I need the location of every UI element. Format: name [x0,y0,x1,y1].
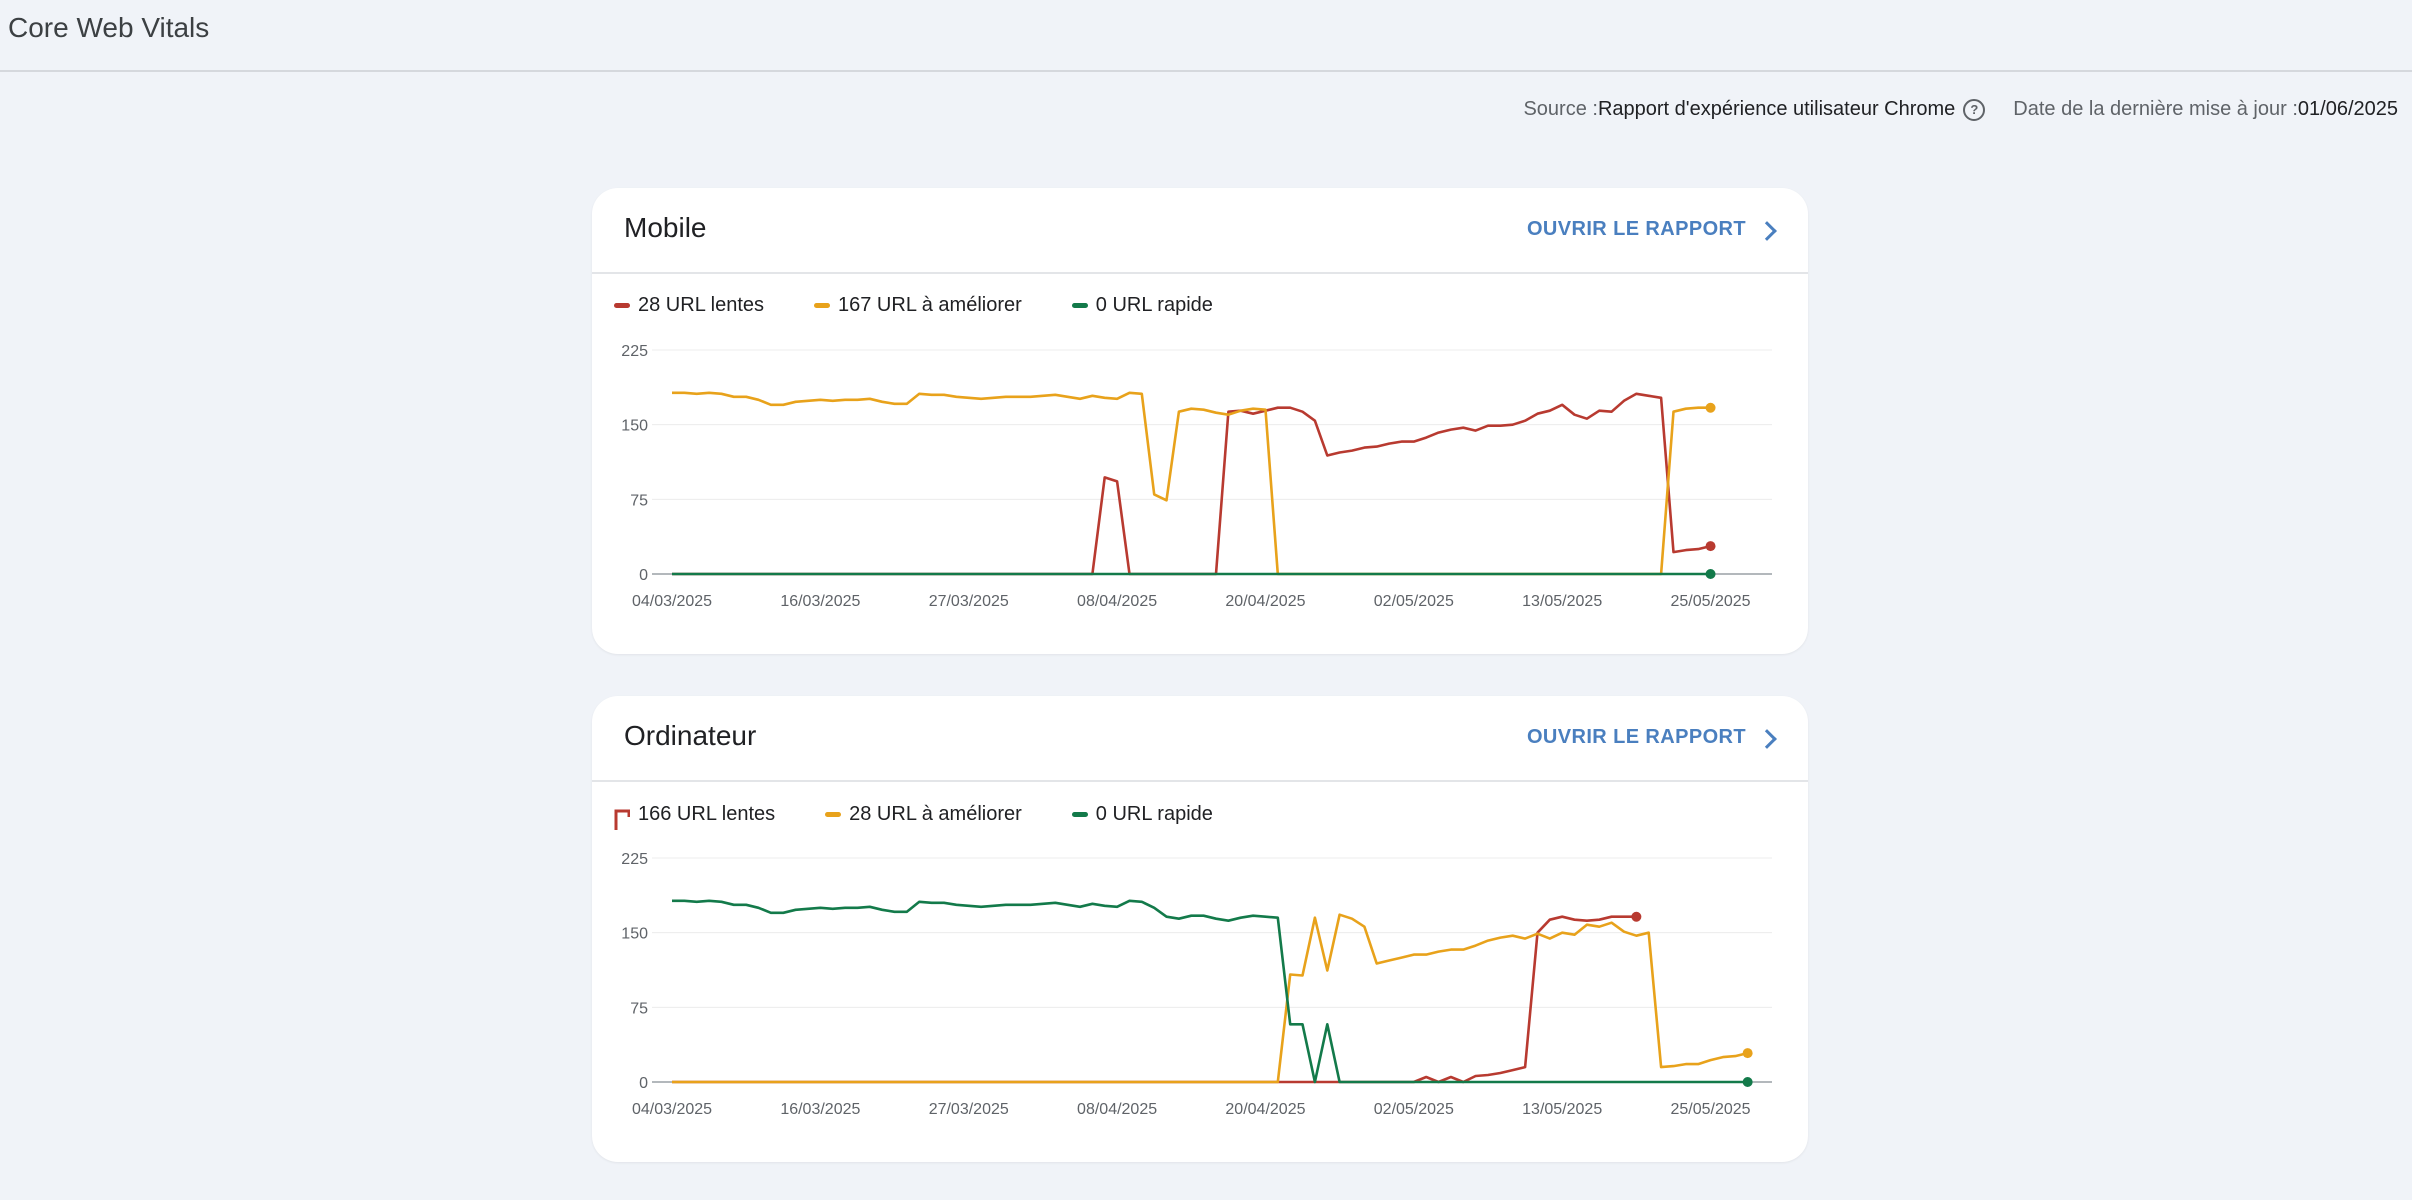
y-tick-label: 75 [630,1000,648,1017]
mobile-line-chart: 0 75 150 225 04/03/2025 16/03/2025 27/03/2025 0… [621,343,1772,610]
x-tick-label: 13/05/2025 [1522,593,1602,610]
open-report-button[interactable]: OUVRIR LE RAPPORT [1526,726,1777,749]
flag-icon [614,809,630,830]
series-line-fast [672,899,1748,1084]
series-endpoint-slow [1705,541,1716,552]
legend-item-improve[interactable]: 167 URL à améliorer [814,294,1022,317]
legend-swatch-fast [1071,303,1088,308]
top-bar: Core Web Vitals [0,0,2412,72]
x-tick-label: 16/03/2025 [780,593,860,610]
legend-label: 166 URL lentes [638,802,776,825]
legend-item-fast[interactable]: 0 URL rapide [1071,802,1213,826]
page-title: Core Web Vitals [8,12,210,43]
card-title: Mobile [624,212,707,243]
desktop-line-chart: 0 75 150 225 04/03/2025 16/03/2025 27/03/2025 0… [621,851,1772,1118]
series-line-improve [672,913,1748,1084]
series-endpoint-fast [1742,1077,1753,1087]
series-endpoint-improve [1742,1048,1753,1059]
legend-item-improve[interactable]: 28 URL à améliorer [825,803,1022,826]
open-report-button[interactable]: OUVRIR LE RAPPORT [1526,218,1777,241]
x-tick-label: 25/05/2025 [1671,1101,1751,1118]
legend-swatch-improve [825,811,842,817]
legend-item-slow[interactable]: 166 URL lentes [614,802,776,830]
desktop-card: Ordinateur OUVRIR LE RAPPORT 166 URL len… [592,696,1808,1162]
legend-item-slow[interactable]: 28 URL lentes [614,294,764,317]
y-tick-label: 0 [639,1075,648,1092]
open-report-label: OUVRIR LE RAPPORT [1526,218,1746,240]
x-tick-label: 02/05/2025 [1374,1101,1454,1118]
legend-item-fast[interactable]: 0 URL rapide [1071,294,1213,317]
series-endpoint-fast [1705,569,1716,579]
y-tick-label: 150 [621,418,648,435]
chart-legend: 166 URL lentes 28 URL à améliorer 0 URL … [614,802,1263,830]
y-tick-label: 150 [621,926,648,943]
card-header: Ordinateur OUVRIR LE RAPPORT [592,696,1808,782]
chart-legend: 28 URL lentes 167 URL à améliorer 0 URL … [614,294,1263,317]
open-report-label: OUVRIR LE RAPPORT [1526,726,1746,748]
chevron-right-icon [1757,220,1777,241]
source-value: Rapport d'expérience utilisateur Chrome [1597,98,1956,120]
x-tick-label: 25/05/2025 [1671,593,1751,610]
legend-swatch-fast [1071,811,1088,817]
x-tick-label: 08/04/2025 [1077,593,1157,610]
x-tick-label: 04/03/2025 [632,593,712,610]
x-tick-label: 02/05/2025 [1374,593,1454,610]
series-line-improve [672,391,1711,576]
legend-label: 0 URL rapide [1095,294,1213,316]
legend-label: 0 URL rapide [1095,802,1213,825]
x-tick-label: 20/04/2025 [1225,1101,1305,1118]
x-tick-label: 04/03/2025 [632,1101,712,1118]
legend-label: 167 URL à améliorer [838,294,1022,316]
legend-swatch-slow [614,303,630,308]
series-line-slow [672,392,1711,576]
source-label: Source : [1523,98,1598,120]
series-endpoint-slow [1631,911,1642,922]
chevron-right-icon [1757,728,1777,749]
x-tick-label: 27/03/2025 [929,593,1009,610]
x-tick-label: 20/04/2025 [1225,593,1305,610]
series-line-slow [672,915,1637,1084]
legend-label: 28 URL lentes [638,294,764,316]
mobile-card: Mobile OUVRIR LE RAPPORT 28 URL lentes 1… [592,188,1808,654]
x-tick-label: 27/03/2025 [929,1101,1009,1118]
series-endpoint-improve [1705,402,1716,413]
updated-label: Date de la dernière mise à jour : [2013,98,2298,120]
x-tick-label: 13/05/2025 [1522,1101,1602,1118]
source-info: Source : Rapport d'expérience utilisateu… [1523,98,2398,121]
updated-value: 01/06/2025 [2297,98,2398,120]
help-circle-icon[interactable]: ? [1963,98,1986,121]
y-tick-label: 0 [639,567,648,584]
x-tick-label: 08/04/2025 [1077,1101,1157,1118]
y-tick-label: 225 [621,851,648,868]
x-tick-label: 16/03/2025 [780,1101,860,1118]
legend-swatch-improve [814,303,830,308]
card-header: Mobile OUVRIR LE RAPPORT [592,188,1808,274]
y-tick-label: 225 [621,343,648,360]
y-tick-label: 75 [630,492,648,509]
card-title: Ordinateur [624,720,757,751]
legend-label: 28 URL à améliorer [849,802,1022,825]
